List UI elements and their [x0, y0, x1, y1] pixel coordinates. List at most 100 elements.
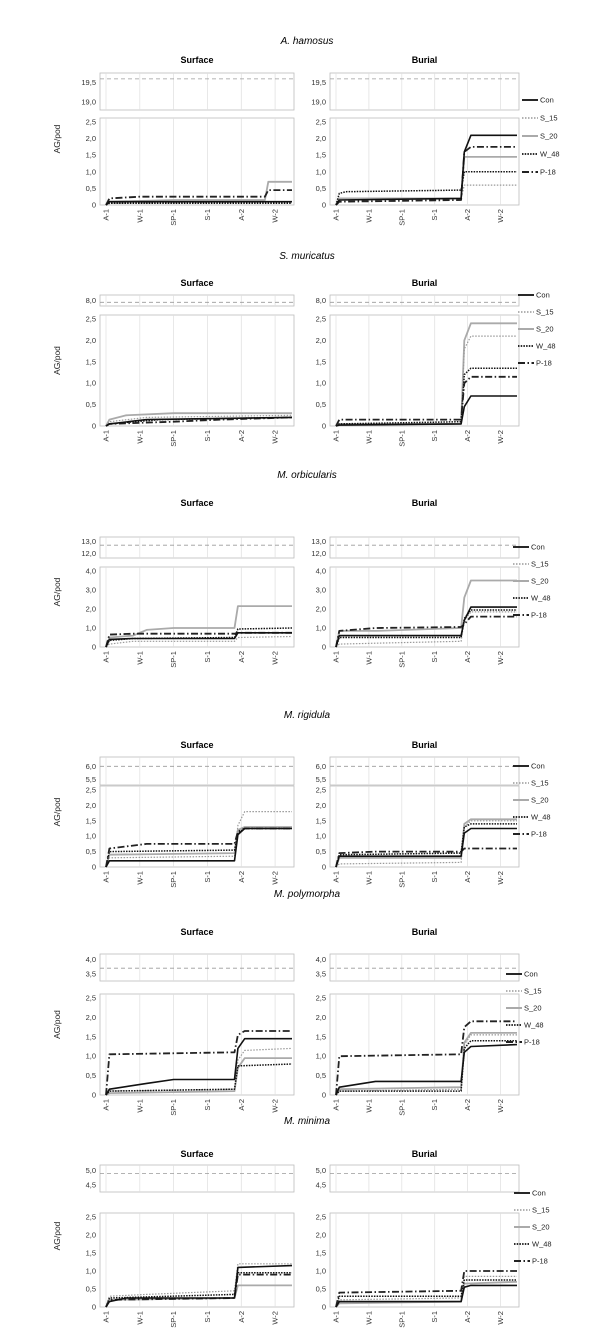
legend-label: S_20 — [536, 325, 554, 334]
x-tick-label: A-2 — [463, 1311, 472, 1323]
x-tick-label: SP-1 — [169, 1099, 178, 1116]
x-tick-label: S-1 — [203, 1311, 212, 1323]
legend-label: P-18 — [524, 1038, 540, 1047]
y-tick-label: 8,0 — [316, 296, 326, 305]
x-tick-label: SP-1 — [397, 430, 406, 447]
y-tick-label: 19,0 — [311, 98, 326, 107]
legend-label: W_48 — [524, 1021, 544, 1030]
x-tick-label: A-2 — [237, 209, 246, 221]
legend: Con S_15 S_20 W_48 P-18 — [518, 291, 556, 368]
series-line-con — [105, 416, 293, 427]
y-tick-label: 2,0 — [316, 1013, 326, 1022]
series-line-con — [335, 134, 517, 206]
species-block-4: M. polymorpha AG/pod Surface 0 0,5 1,0 1,5 2,0 2… — [52, 889, 544, 1116]
upper-axis-frame — [329, 1164, 520, 1193]
upper-axis-frame — [329, 536, 520, 559]
y-tick-label: 2,5 — [86, 1213, 96, 1222]
y-tick-label: 3,0 — [316, 586, 326, 595]
y-axis-label: AG/pod — [52, 1010, 62, 1039]
y-tick-label: 2,0 — [86, 1013, 96, 1022]
y-tick-label: 1,0 — [316, 832, 326, 841]
y-tick-label: 2,0 — [86, 336, 96, 345]
panel-burial: Burial 0 1,0 2,0 3,0 4,0 12,0 13,0 A-1 W-1 SP-1 S-1… — [311, 498, 520, 668]
x-tick-label: W-2 — [271, 1099, 280, 1113]
series-line-s-15 — [335, 1034, 517, 1096]
y-tick-label: 1,5 — [86, 357, 96, 366]
legend-label: S_15 — [531, 779, 549, 788]
x-tick-label: SP-1 — [169, 1311, 178, 1328]
y-tick-label: 2,0 — [86, 605, 96, 614]
series-line-p-18 — [335, 847, 517, 868]
x-tick-label: A-1 — [332, 209, 341, 221]
legend: Con S_15 S_20 W_48 P-18 — [522, 96, 560, 177]
y-tick-label: 19,5 — [81, 78, 96, 87]
x-tick-label: SP-1 — [169, 209, 178, 226]
legend-label: Con — [531, 762, 545, 771]
x-tick-label: SP-1 — [397, 871, 406, 888]
y-tick-label: 3,0 — [86, 586, 96, 595]
series-line-con — [105, 200, 292, 206]
y-tick-label: 1,5 — [86, 1249, 96, 1258]
y-axis-label: AG/pod — [52, 797, 62, 826]
x-tick-label: SP-1 — [169, 430, 178, 447]
lower-axis-frame — [99, 117, 295, 206]
x-tick-label: A-2 — [237, 651, 246, 663]
legend-label: P-18 — [536, 359, 552, 368]
series-line-con — [105, 827, 292, 868]
x-tick-label: SP-1 — [169, 651, 178, 668]
y-tick-label: 0,5 — [316, 1071, 326, 1080]
y-tick-label: 1,0 — [316, 1267, 326, 1276]
x-tick-label: S-1 — [430, 430, 439, 442]
series-line-p-18 — [335, 1020, 517, 1096]
panel-title: Surface — [180, 1149, 213, 1159]
x-tick-label: W-2 — [496, 209, 505, 223]
x-tick-label: A-2 — [237, 1099, 246, 1111]
legend-label: Con — [540, 96, 554, 105]
y-tick-label: 12,0 — [311, 549, 326, 558]
legend-label: Con — [531, 543, 545, 552]
legend-label: Con — [532, 1189, 546, 1198]
upper-axis-frame — [329, 756, 520, 786]
x-tick-label: W-1 — [135, 1311, 144, 1325]
y-tick-label: 6,0 — [86, 762, 96, 771]
series-line-p-18 — [335, 1270, 517, 1308]
y-tick-label: 0,5 — [86, 1285, 96, 1294]
y-axis-label: AG/pod — [52, 124, 62, 153]
y-tick-label: 5,0 — [316, 1166, 326, 1175]
series-line-s-15 — [105, 635, 293, 648]
series-line-p-18 — [335, 375, 517, 427]
panel-burial: Burial 0 0,5 1,0 1,5 2,0 2,5 5,5 6,0 A-1 W-1 SP-1 S-… — [316, 740, 520, 888]
series-line-s-20 — [105, 412, 292, 427]
panel-title: Burial — [412, 498, 438, 508]
lower-axis-frame — [329, 314, 520, 427]
y-tick-label: 1,0 — [86, 379, 96, 388]
y-tick-label: 2,0 — [316, 801, 326, 810]
y-tick-label: 4,0 — [316, 567, 326, 576]
legend-label: S_15 — [540, 114, 558, 123]
legend-label: W_48 — [536, 342, 556, 351]
y-tick-label: 4,0 — [86, 567, 96, 576]
legend-label: W_48 — [531, 813, 551, 822]
y-tick-label: 0 — [92, 1303, 96, 1312]
y-tick-label: 2,0 — [86, 801, 96, 810]
legend-label: Con — [524, 970, 538, 979]
x-tick-label: W-2 — [271, 209, 280, 223]
x-tick-label: W-2 — [271, 1311, 280, 1325]
x-tick-label: A-1 — [332, 871, 341, 883]
x-tick-label: SP-1 — [397, 209, 406, 226]
x-tick-label: W-2 — [271, 871, 280, 885]
legend-label: S_20 — [532, 1223, 550, 1232]
series-line-s-15 — [105, 414, 293, 427]
x-tick-label: W-2 — [496, 430, 505, 444]
species-title: M. minima — [284, 1116, 331, 1127]
y-tick-label: 0,5 — [86, 1071, 96, 1080]
y-tick-label: 2,5 — [316, 1213, 326, 1222]
species-block-5: M. minima AG/pod Surface 0 0,5 1,0 1,5 2,0 2,5 4,… — [52, 1116, 552, 1328]
y-tick-label: 0,5 — [86, 184, 96, 193]
series-line-con — [335, 827, 517, 868]
panel-surface: Surface 0 0,5 1,0 1,5 2,0 2,5 4,5 5,0 A-1 W-1 SP-1 S… — [86, 1149, 295, 1328]
legend-label: P-18 — [531, 611, 547, 620]
panel-title: Surface — [180, 740, 213, 750]
y-tick-label: 6,0 — [316, 762, 326, 771]
x-tick-label: W-1 — [135, 1099, 144, 1113]
